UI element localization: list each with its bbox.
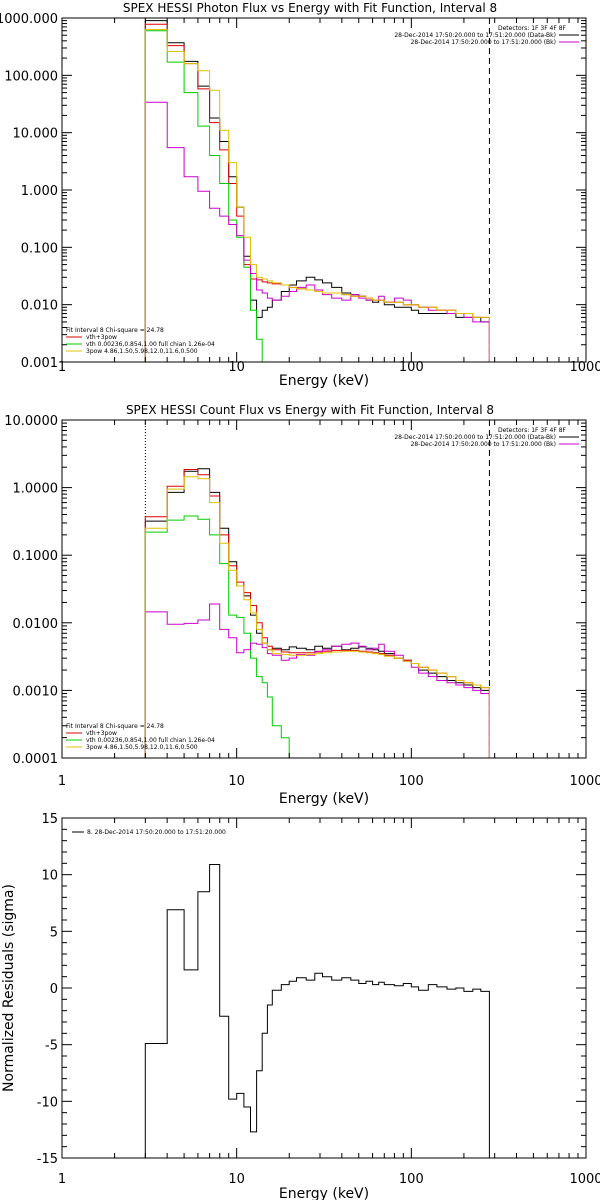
fit-interval-label: Fit Interval 8 Chi-square = 24.78 <box>66 327 164 334</box>
series-data-bk-line <box>144 468 490 758</box>
fit-component-legend-entry: vth+3pow <box>86 334 117 341</box>
x-tick-label: 10 <box>228 774 245 789</box>
residuals-ylabel: Normalized Residuals (sigma) <box>1 884 17 1092</box>
y-tick-label: 10.0000 <box>4 414 58 429</box>
y-tick-label: 10.000 <box>13 127 59 142</box>
y-tick-label: 15 <box>41 812 58 827</box>
y-tick-label: 0.0010 <box>13 684 59 699</box>
x-tick-label: 10 <box>228 1172 245 1187</box>
time-interval-legend-entry: 28-Dec-2014 17:50:20.000 to 17:51:20.000… <box>394 32 556 39</box>
series-bk-line <box>144 101 490 362</box>
fit-component-legend-entry: 3pow 4.86,1.50,5.98,12.0,11.6,0.500 <box>86 348 198 355</box>
x-tick-label: 100 <box>399 774 424 789</box>
series-3pow-line <box>144 476 490 758</box>
time-interval-legend-entry: 28-Dec-2014 17:50:20.000 to 17:51:20.000… <box>411 441 556 448</box>
x-tick-label: 10 <box>228 360 245 375</box>
y-tick-label: 0 <box>50 982 58 997</box>
x-tick-label: 100 <box>399 1172 424 1187</box>
fit-interval-label: Fit Interval 8 Chi-square = 24.78 <box>66 723 164 730</box>
count-flux-xlabel: Energy (keV) <box>279 791 369 807</box>
photon-flux-frame <box>61 17 587 363</box>
time-interval-legend-entry: 28-Dec-2014 17:50:20.000 to 17:51:20.000… <box>394 434 556 441</box>
count-flux-title: SPEX HESSI Count Flux vs Energy with Fit… <box>126 403 494 417</box>
x-tick-label: 1000 <box>569 360 600 375</box>
x-tick-label: 100 <box>399 360 424 375</box>
x-tick-label: 1000 <box>569 1172 600 1187</box>
photon-flux-title: SPEX HESSI Photon Flux vs Energy with Fi… <box>123 1 497 15</box>
x-tick-label: 1 <box>58 360 66 375</box>
x-tick-label: 1000 <box>569 774 600 789</box>
series-8-28-dec-2014-17-50-20-000-to-17-51-20-000-line <box>144 864 490 1158</box>
count-flux-frame <box>61 419 587 759</box>
fit-component-legend-entry: vth 0.00236,0.854,1.00 full chian 1.26e-… <box>86 737 215 744</box>
photon-flux-xlabel: Energy (keV) <box>279 373 369 389</box>
series-3pow-line <box>144 29 490 362</box>
fit-component-legend-entry: vth 0.00236,0.854,1.00 full chian 1.26e-… <box>86 341 215 348</box>
count-flux-panel: SPEX HESSI Count Flux vs Energy with Fit… <box>4 403 600 807</box>
y-tick-label: 0.100 <box>21 241 58 256</box>
time-interval-legend-entry: 28-Dec-2014 17:50:20.000 to 17:51:20.000… <box>411 39 556 46</box>
y-tick-label: -5 <box>45 1039 58 1054</box>
series-vth-line <box>144 30 268 363</box>
residuals-xlabel: Energy (keV) <box>279 1186 369 1200</box>
y-tick-label: 1000.000 <box>0 12 58 27</box>
series-vth-line <box>144 515 297 759</box>
detectors-label: Detectors: 1F 3F 4F 8F <box>498 25 567 32</box>
x-tick-label: 1 <box>58 774 66 789</box>
series-vth-3pow-line <box>144 469 490 758</box>
y-tick-label: -15 <box>37 1152 58 1167</box>
y-tick-label: 5 <box>50 925 58 940</box>
x-tick-label: 1 <box>58 1172 66 1187</box>
photon-flux-panel: SPEX HESSI Photon Flux vs Energy with Fi… <box>0 1 600 389</box>
series-data-bk-line <box>144 20 490 362</box>
y-tick-label: 0.0001 <box>13 752 59 767</box>
residuals-frame <box>61 817 587 1159</box>
residuals-legend-entry: 8. 28-Dec-2014 17:50:20.000 to 17:51:20.… <box>87 829 226 836</box>
y-tick-label: -10 <box>37 1095 58 1110</box>
series-vth-3pow-line <box>144 23 490 362</box>
y-tick-label: 100.000 <box>4 69 58 84</box>
series-bk-line <box>144 603 490 758</box>
y-tick-label: 0.0100 <box>13 617 59 632</box>
y-tick-label: 10 <box>41 869 58 884</box>
fit-component-legend-entry: vth+3pow <box>86 730 117 737</box>
y-tick-label: 1.000 <box>21 184 58 199</box>
fit-component-legend-entry: 3pow 4.86,1.50,5.98,12.0,11.6,0.500 <box>86 744 198 751</box>
y-tick-label: 1.0000 <box>13 482 59 497</box>
residuals-panel: 1 10 100 1000 -15 -10 -5 0 5 10 15 Energy (keV) No… <box>1 812 600 1200</box>
detectors-label: Detectors: 1F 3F 4F 8F <box>498 427 567 434</box>
y-tick-label: 0.010 <box>21 299 58 314</box>
y-tick-label: 0.1000 <box>13 549 59 564</box>
y-tick-label: 0.001 <box>21 356 58 371</box>
